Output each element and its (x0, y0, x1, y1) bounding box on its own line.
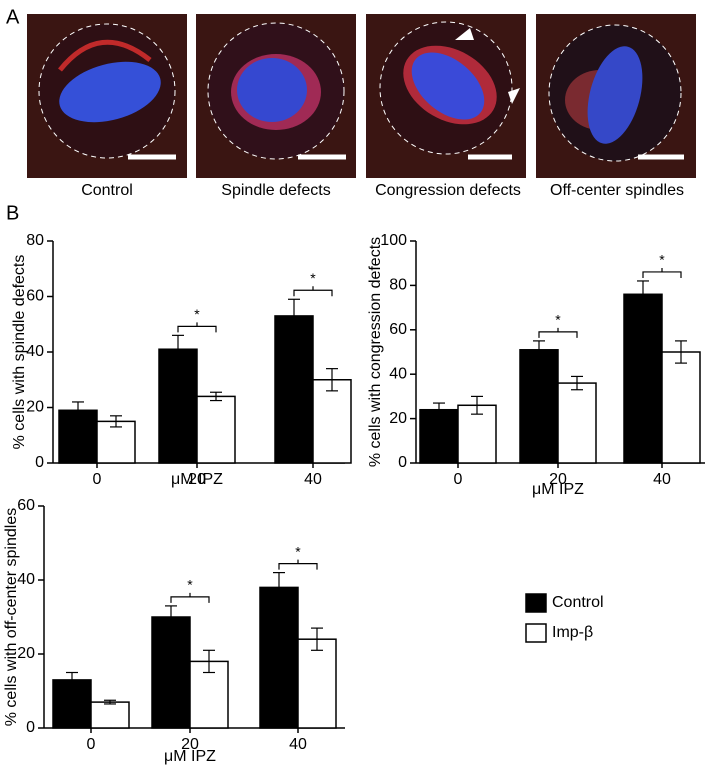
error-bar (637, 280, 649, 309)
x-tick-label: 20 (181, 736, 199, 753)
y-tick-label: 0 (26, 719, 35, 736)
error-bar (471, 395, 483, 415)
error-bar (326, 368, 338, 392)
bar (519, 349, 559, 464)
significance-label: * (555, 312, 561, 328)
bar (58, 409, 98, 464)
legend-label: Control (552, 594, 604, 611)
error-bar (203, 649, 215, 674)
significance-bracket (278, 559, 318, 570)
bar (623, 293, 663, 464)
y-axis-label: % cells with congression defects (367, 237, 384, 467)
y-tick-label: 40 (17, 571, 35, 588)
significance-bracket (177, 322, 217, 333)
error-bar (72, 401, 84, 420)
y-tick-label: 80 (389, 277, 407, 294)
bar (274, 315, 314, 464)
y-axis-label: % cells with spindle defects (11, 255, 28, 450)
y-tick-label: 0 (398, 454, 407, 471)
bar (259, 586, 299, 729)
micrograph (366, 14, 526, 178)
y-tick-label: 100 (380, 232, 407, 249)
significance-label: * (187, 577, 193, 593)
legend-swatch (525, 623, 547, 643)
significance-label: * (310, 270, 316, 286)
image-caption: Congression defects (375, 182, 521, 199)
y-tick-label: 40 (26, 343, 44, 360)
error-bar (210, 391, 222, 402)
significance-bracket (538, 327, 578, 338)
error-bar (288, 298, 300, 334)
image-caption: Off-center spindles (550, 182, 684, 199)
error-bar (571, 375, 583, 391)
y-tick-label: 80 (26, 232, 44, 249)
bar (158, 348, 198, 464)
x-tick-label: 0 (454, 471, 463, 488)
y-tick-label: 20 (26, 399, 44, 416)
significance-bracket (170, 592, 210, 603)
y-tick-label: 40 (389, 365, 407, 382)
x-axis-label: μM IPZ (164, 748, 216, 765)
error-bar (273, 571, 285, 603)
significance-bracket (642, 267, 682, 278)
significance-label: * (659, 252, 665, 268)
bar (96, 420, 136, 464)
panel-label: A (6, 6, 20, 28)
significance-label: * (194, 306, 200, 322)
micrograph (196, 14, 356, 178)
significance-label: * (295, 543, 301, 559)
x-tick-label: 0 (87, 736, 96, 753)
y-tick-label: 20 (389, 410, 407, 427)
bar (661, 351, 701, 464)
y-tick-label: 60 (389, 321, 407, 338)
error-bar (533, 340, 545, 360)
x-tick-label: 0 (93, 471, 102, 488)
bar (457, 404, 497, 464)
error-bar (311, 627, 323, 651)
x-tick-label: 40 (304, 471, 322, 488)
bar (312, 379, 352, 464)
micrograph (536, 14, 696, 178)
error-bar (110, 415, 122, 428)
significance-bracket (293, 286, 333, 297)
bar (196, 395, 236, 464)
bar (297, 638, 337, 729)
x-axis-label: μM IPZ (171, 471, 223, 488)
x-axis-label: μM IPZ (532, 481, 584, 498)
y-tick-label: 60 (17, 497, 35, 514)
bar (419, 408, 459, 464)
error-bar (675, 340, 687, 364)
error-bar (165, 605, 177, 629)
x-tick-label: 40 (653, 471, 671, 488)
error-bar (104, 699, 116, 705)
micrograph (27, 14, 187, 178)
bar (90, 701, 130, 729)
image-caption: Control (81, 182, 133, 199)
panel-label: B (6, 202, 19, 224)
y-tick-label: 20 (17, 645, 35, 662)
error-bar (66, 671, 78, 688)
x-tick-label: 20 (549, 471, 567, 488)
bar (557, 382, 597, 464)
image-caption: Spindle defects (221, 182, 330, 199)
legend-label: Imp-β (552, 624, 593, 641)
y-tick-label: 60 (26, 288, 44, 305)
x-tick-label: 20 (188, 471, 206, 488)
x-tick-label: 40 (289, 736, 307, 753)
y-axis-label: % cells with off-center spindles (3, 508, 20, 726)
legend-swatch (525, 593, 547, 613)
bar (151, 616, 191, 729)
error-bar (433, 402, 445, 417)
error-bar (172, 334, 184, 364)
y-tick-label: 0 (35, 454, 44, 471)
